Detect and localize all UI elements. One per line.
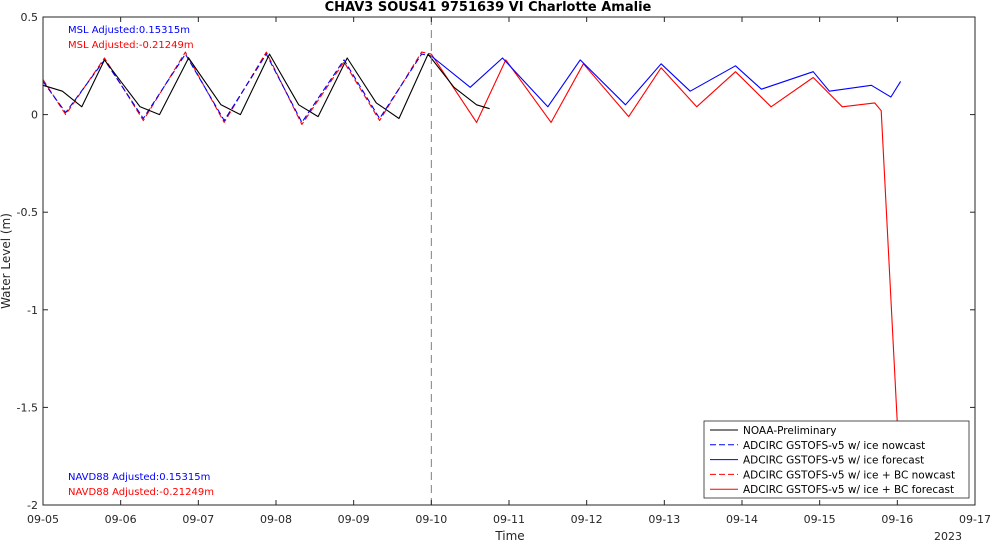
navd88-adjusted-red: NAVD88 Adjusted:-0.21249m <box>68 487 214 498</box>
x-tick-label: 09-12 <box>571 513 603 526</box>
x-tick-label: 09-10 <box>415 513 447 526</box>
x-tick-label: 09-07 <box>182 513 214 526</box>
x-tick-label: 09-16 <box>881 513 913 526</box>
y-tick-label: -2 <box>27 499 38 512</box>
x-tick-label: 09-11 <box>493 513 525 526</box>
x-tick-label: 09-13 <box>648 513 680 526</box>
legend-label: ADCIRC GSTOFS-v5 w/ ice + BC nowcast <box>743 469 955 481</box>
y-tick-label: -0.5 <box>17 206 38 219</box>
x-tick-label: 09-09 <box>338 513 370 526</box>
legend-label: ADCIRC GSTOFS-v5 w/ ice forecast <box>743 455 924 467</box>
x-tick-label: 09-15 <box>804 513 836 526</box>
x-tick-label: 09-14 <box>726 513 758 526</box>
y-tick-label: 0.5 <box>21 11 39 24</box>
y-axis-label: Water Level (m) <box>0 213 13 309</box>
msl-adjusted-red: MSL Adjusted:-0.21249m <box>68 40 194 51</box>
x-tick-label: 09-08 <box>260 513 292 526</box>
x-tick-label: 09-17 <box>959 513 991 526</box>
legend-label: ADCIRC GSTOFS-v5 w/ ice nowcast <box>743 440 925 452</box>
legend: NOAA-Preliminary ADCIRC GSTOFS-v5 w/ ice … <box>704 421 969 498</box>
legend-label: ADCIRC GSTOFS-v5 w/ ice + BC forecast <box>743 484 954 496</box>
x-tick-label: 09-06 <box>105 513 137 526</box>
y-tick-label: -1 <box>27 304 38 317</box>
legend-label: NOAA-Preliminary <box>743 425 836 437</box>
chart-title: CHAV3 SOUS41 9751639 VI Charlotte Amalie <box>325 0 652 15</box>
y-tick-label: 0 <box>31 109 38 122</box>
y-tick-label: -1.5 <box>17 401 38 414</box>
navd88-adjusted-blue: NAVD88 Adjusted:0.15315m <box>68 472 210 483</box>
msl-adjusted-blue: MSL Adjusted:0.15315m <box>68 25 190 36</box>
x-tick-label: 09-05 <box>27 513 59 526</box>
x-axis-label: Time <box>494 529 524 541</box>
x-year-label: 2023 <box>934 530 962 541</box>
